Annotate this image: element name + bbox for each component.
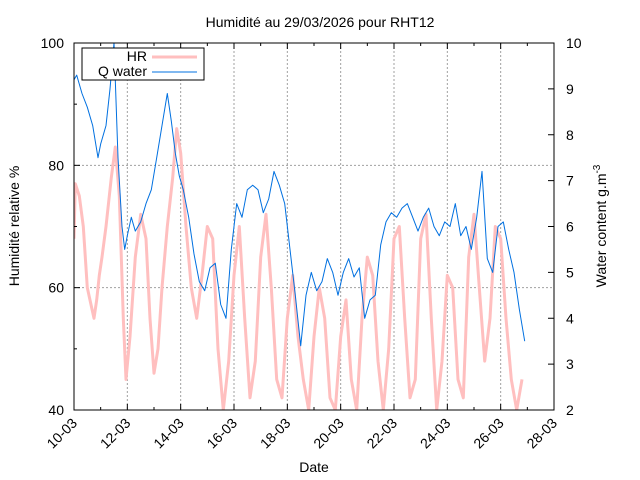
y2-tick-label: 10	[566, 35, 582, 51]
x-tick-label: 12-03	[97, 415, 134, 452]
y2-tick-label: 2	[566, 402, 574, 418]
x-tick-label: 14-03	[150, 415, 187, 452]
series-line-water	[74, 43, 526, 347]
x-axis-label: Date	[299, 459, 329, 475]
x-tick-label: 18-03	[257, 415, 294, 452]
y-tick-label: 100	[41, 35, 65, 51]
legend-label-water: Q water	[98, 63, 147, 79]
x-tick-label: 10-03	[43, 415, 80, 452]
y2-axis-label-main: Water content g.m	[593, 174, 609, 288]
x-tick-label: 20-03	[310, 415, 347, 452]
y2-tick-label: 5	[566, 264, 574, 280]
y-tick-label: 60	[48, 280, 64, 296]
y2-tick-label: 3	[566, 356, 574, 372]
x-tick-label: 26-03	[470, 415, 507, 452]
y2-tick-label: 4	[566, 310, 574, 326]
y2-tick-label: 7	[566, 173, 574, 189]
x-tick-label: 24-03	[417, 415, 454, 452]
series-line-hr	[74, 127, 524, 410]
x-tick-label: 28-03	[523, 415, 560, 452]
x-tick-label: 22-03	[363, 415, 400, 452]
legend-label-hr: HR	[127, 48, 147, 64]
legend: HR Q water	[81, 47, 205, 81]
y2-tick-label: 9	[566, 81, 574, 97]
x-tick-label: 16-03	[203, 415, 240, 452]
y-tick-label: 40	[48, 402, 64, 418]
chart-title: Humidité au 29/03/2026 pour RHT12	[206, 14, 435, 30]
y2-tick-label: 8	[566, 127, 574, 143]
y2-tick-label: 6	[566, 219, 574, 235]
y-tick-label: 80	[48, 157, 64, 173]
y2-axis-label-superscript: -3	[592, 164, 603, 173]
y-axis-right-ticks: 2 3 4 5 6 7 8 9 10	[548, 35, 582, 418]
y-axis-left-ticks: 40 60 80 100	[41, 35, 80, 418]
series-water	[74, 43, 526, 347]
series-hr	[74, 127, 524, 410]
legend-box	[81, 47, 205, 81]
plot-area	[74, 43, 526, 410]
y-axis-label: Humidité relative %	[6, 166, 22, 287]
y2-axis-label: Water content g.m-3	[592, 164, 609, 287]
